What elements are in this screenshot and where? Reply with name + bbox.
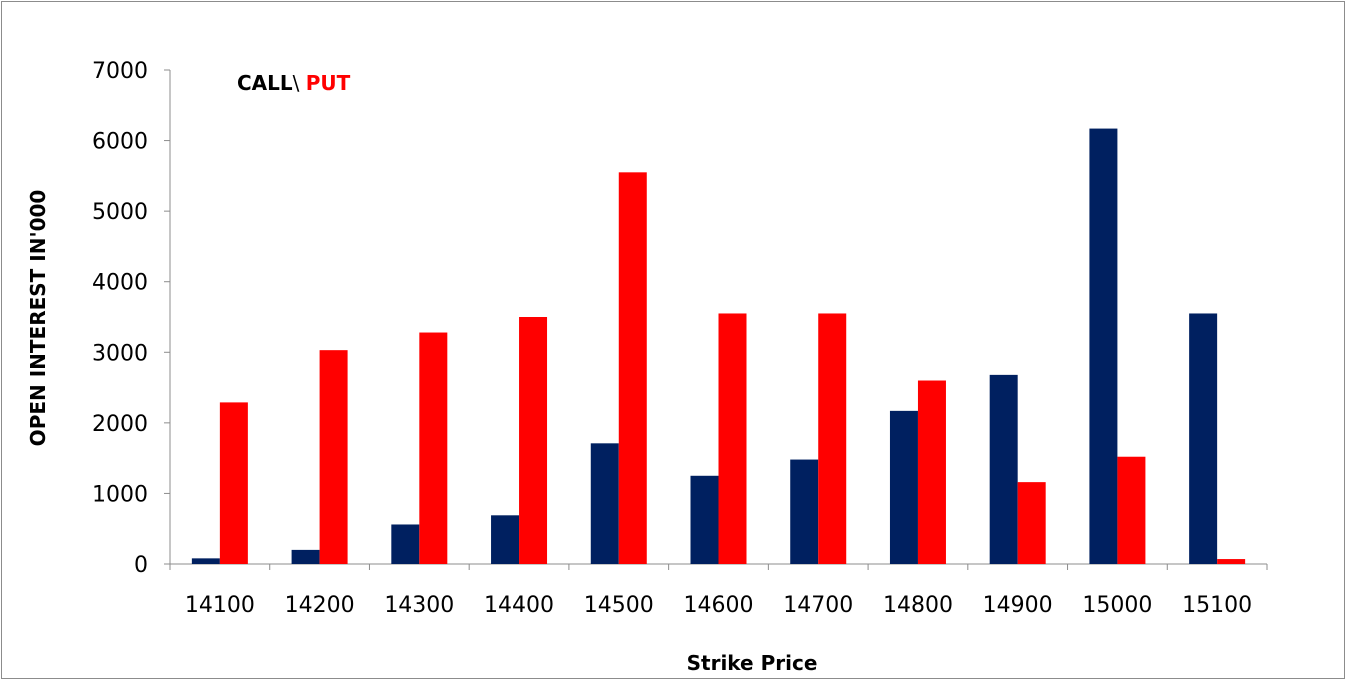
bar-call-14300 <box>391 524 420 564</box>
y-tick-label: 1000 <box>92 482 148 507</box>
y-tick-label: 4000 <box>92 271 148 296</box>
bar-put-14800 <box>917 380 946 564</box>
x-tick-label: 15100 <box>1182 593 1252 618</box>
y-tick-label: 6000 <box>92 130 148 155</box>
bar-put-14700 <box>818 313 847 564</box>
bar-put-14300 <box>419 332 448 564</box>
y-axis-title: OPEN INTEREST IN'000 <box>26 190 50 447</box>
bar-put-14100 <box>219 402 248 564</box>
bar-call-15000 <box>1089 128 1118 564</box>
y-tick-label: 3000 <box>92 341 148 366</box>
y-tick-label: 0 <box>134 553 148 578</box>
x-tick-label: 14300 <box>384 593 454 618</box>
x-tick-label: 15000 <box>1082 593 1152 618</box>
bar-put-14600 <box>718 313 747 564</box>
x-tick-label: 14500 <box>584 593 654 618</box>
bar-call-14500 <box>590 443 619 564</box>
bar-call-14800 <box>889 410 918 564</box>
y-tick-label: 5000 <box>92 200 148 225</box>
x-tick-label: 14800 <box>883 593 953 618</box>
x-tick-label: 14900 <box>983 593 1053 618</box>
bar-call-14700 <box>790 459 819 564</box>
x-tick-label: 14700 <box>783 593 853 618</box>
bar-call-14400 <box>491 515 520 564</box>
bar-call-15100 <box>1189 313 1218 564</box>
legend: CALL\ PUT <box>237 71 351 95</box>
bar-call-14900 <box>989 374 1018 564</box>
bar-put-14200 <box>319 350 348 564</box>
y-tick-label: 7000 <box>92 59 148 84</box>
x-tick-label: 14200 <box>285 593 355 618</box>
bar-put-15100 <box>1217 559 1246 564</box>
bar-put-14400 <box>519 317 548 564</box>
y-tick-label: 2000 <box>92 412 148 437</box>
bar-call-14600 <box>690 475 719 564</box>
bar-put-14500 <box>618 172 647 565</box>
x-tick-label: 14400 <box>484 593 554 618</box>
bar-put-14900 <box>1017 482 1046 564</box>
legend-call-label: CALL <box>237 71 293 95</box>
bar-call-14200 <box>291 549 320 564</box>
legend-separator: \ <box>293 71 306 95</box>
x-axis-ticks: 14100 14200 14300 14400 14500 14600 14700 14800… <box>169 564 1268 618</box>
x-axis-title: Strike Price <box>687 651 818 675</box>
bar-call-14100 <box>191 558 220 564</box>
x-tick-label: 14600 <box>684 593 754 618</box>
x-tick-label: 14100 <box>185 593 255 618</box>
y-axis-ticks: 0 1000 2000 3000 4000 5000 6000 7000 <box>92 59 170 578</box>
bar-put-15000 <box>1117 456 1146 564</box>
bars <box>191 128 1246 565</box>
legend-put-label: PUT <box>306 71 351 95</box>
